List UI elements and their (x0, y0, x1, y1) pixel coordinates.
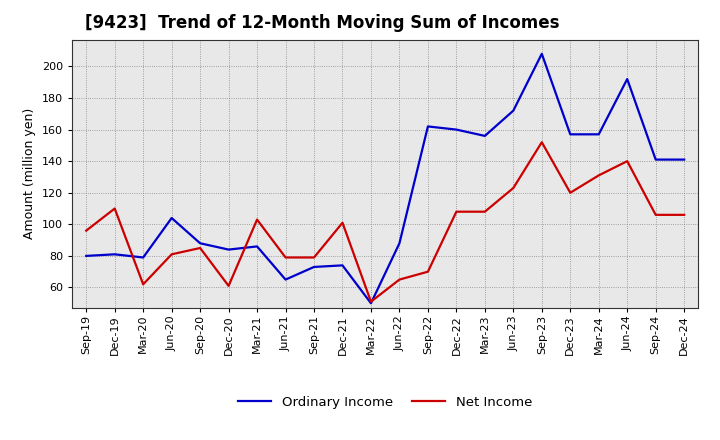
Net Income (110, 206, 119, 211)
Ordinary Income (139, 255, 148, 260)
Net Income (509, 185, 518, 191)
Line: Ordinary Income: Ordinary Income (86, 54, 684, 303)
Net Income (595, 173, 603, 178)
Ordinary Income (366, 301, 375, 306)
Net Income (480, 209, 489, 214)
Net Income (282, 255, 290, 260)
Net Income (253, 217, 261, 222)
Ordinary Income (167, 215, 176, 220)
Ordinary Income (196, 241, 204, 246)
Line: Net Income: Net Income (86, 142, 684, 302)
Net Income (566, 190, 575, 195)
Net Income (395, 277, 404, 282)
Ordinary Income (680, 157, 688, 162)
Net Income (652, 212, 660, 217)
Ordinary Income (282, 277, 290, 282)
Legend: Ordinary Income, Net Income: Ordinary Income, Net Income (233, 391, 538, 414)
Ordinary Income (509, 108, 518, 113)
Ordinary Income (395, 241, 404, 246)
Text: [9423]  Trend of 12-Month Moving Sum of Incomes: [9423] Trend of 12-Month Moving Sum of I… (84, 15, 559, 33)
Ordinary Income (225, 247, 233, 252)
Net Income (537, 139, 546, 145)
Ordinary Income (537, 51, 546, 56)
Net Income (225, 283, 233, 289)
Ordinary Income (423, 124, 432, 129)
Net Income (139, 282, 148, 287)
Ordinary Income (595, 132, 603, 137)
Net Income (452, 209, 461, 214)
Ordinary Income (652, 157, 660, 162)
Ordinary Income (566, 132, 575, 137)
Net Income (623, 158, 631, 164)
Ordinary Income (110, 252, 119, 257)
Net Income (310, 255, 318, 260)
Ordinary Income (253, 244, 261, 249)
Net Income (366, 299, 375, 304)
Ordinary Income (310, 264, 318, 270)
Net Income (196, 246, 204, 251)
Ordinary Income (452, 127, 461, 132)
Ordinary Income (480, 133, 489, 139)
Net Income (167, 252, 176, 257)
Y-axis label: Amount (million yen): Amount (million yen) (23, 108, 36, 239)
Net Income (423, 269, 432, 274)
Ordinary Income (82, 253, 91, 259)
Ordinary Income (623, 77, 631, 82)
Net Income (680, 212, 688, 217)
Net Income (338, 220, 347, 225)
Ordinary Income (338, 263, 347, 268)
Net Income (82, 228, 91, 233)
